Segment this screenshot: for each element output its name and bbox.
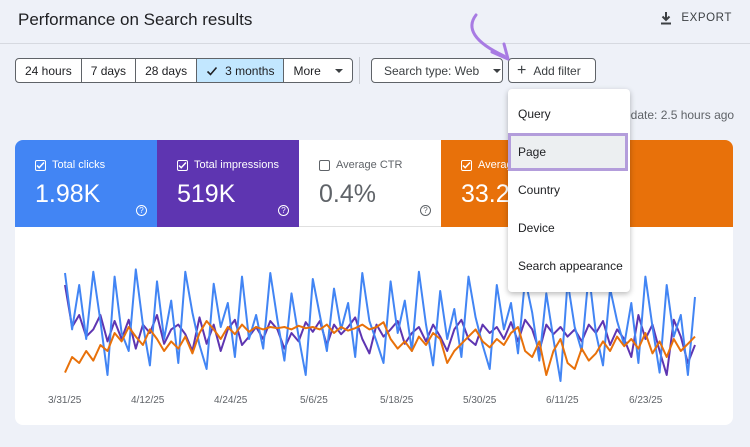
- menu-item-search-appearance[interactable]: Search appearance: [518, 259, 623, 273]
- top-bar: Performance on Search results EXPORT: [0, 0, 750, 44]
- search-type-dropdown[interactable]: Search type: Web: [371, 58, 503, 83]
- help-icon[interactable]: ?: [136, 205, 147, 216]
- metric-value: 1.98K: [35, 180, 101, 208]
- x-tick-label: 6/23/25: [629, 395, 663, 406]
- add-filter-label: Add filter: [533, 63, 581, 78]
- x-tick-label: 5/30/25: [463, 395, 497, 406]
- range-3-months[interactable]: 3 months: [197, 59, 285, 82]
- metric-value: 519K: [177, 180, 236, 208]
- metric-value: 0.4%: [319, 180, 376, 208]
- menu-item-country[interactable]: Country: [518, 183, 561, 197]
- checkbox-checked-icon[interactable]: [461, 159, 472, 171]
- date-range-selector: 24 hours 7 days 28 days 3 months More: [15, 58, 353, 83]
- range-28-days[interactable]: 28 days: [136, 59, 198, 82]
- range-24-hours[interactable]: 24 hours: [16, 59, 82, 82]
- search-type-label: Search type: Web: [384, 63, 480, 78]
- x-tick-label: 5/6/25: [300, 395, 328, 406]
- add-filter-button[interactable]: + Add filter: [508, 58, 596, 83]
- menu-item-query[interactable]: Query: [518, 107, 551, 121]
- metric-label: Averag: [478, 159, 513, 171]
- series-line: [64, 320, 696, 376]
- x-tick-label: 6/11/25: [546, 395, 579, 406]
- range-more[interactable]: More: [284, 59, 351, 82]
- metric-average-ctr[interactable]: Average CTR 0.4% ?: [299, 140, 441, 227]
- plus-icon: +: [517, 61, 527, 79]
- metric-total-clicks[interactable]: Total clicks 1.98K ?: [15, 140, 157, 227]
- checkbox-checked-icon[interactable]: [177, 159, 188, 171]
- metric-label: Average CTR: [336, 159, 403, 171]
- annotation-arrow-icon: [470, 13, 510, 61]
- last-update-text: pdate: 2.5 hours ago: [624, 108, 735, 122]
- filter-menu: Query Page Country Device Search appeara…: [508, 89, 630, 292]
- menu-item-device[interactable]: Device: [518, 221, 555, 235]
- divider: [359, 57, 360, 84]
- metric-value: 33.2: [461, 180, 510, 208]
- help-icon[interactable]: ?: [420, 205, 431, 216]
- range-7-days[interactable]: 7 days: [82, 59, 137, 82]
- metric-total-impressions[interactable]: Total impressions 519K ?: [157, 140, 299, 227]
- checkbox-unchecked-icon[interactable]: [319, 159, 330, 171]
- help-icon[interactable]: ?: [278, 205, 289, 216]
- range-3-months-label: 3 months: [225, 63, 275, 78]
- metric-label: Total clicks: [52, 159, 106, 171]
- x-tick-label: 3/31/25: [48, 395, 82, 406]
- range-more-label: More: [293, 63, 321, 78]
- check-icon: [207, 66, 218, 76]
- x-tick-label: 4/12/25: [131, 395, 165, 406]
- caret-down-icon: [493, 68, 502, 73]
- x-tick-label: 5/18/25: [380, 395, 414, 406]
- x-tick-label: 4/24/25: [214, 395, 248, 406]
- export-label: EXPORT: [681, 12, 732, 24]
- page-title: Performance on Search results: [18, 10, 253, 29]
- metric-label: Total impressions: [194, 159, 279, 171]
- caret-down-icon: [334, 68, 343, 73]
- series-line: [64, 284, 696, 376]
- export-button[interactable]: EXPORT: [659, 11, 732, 25]
- checkbox-checked-icon[interactable]: [35, 159, 46, 171]
- download-icon: [661, 12, 672, 25]
- menu-item-page[interactable]: Page: [508, 133, 628, 171]
